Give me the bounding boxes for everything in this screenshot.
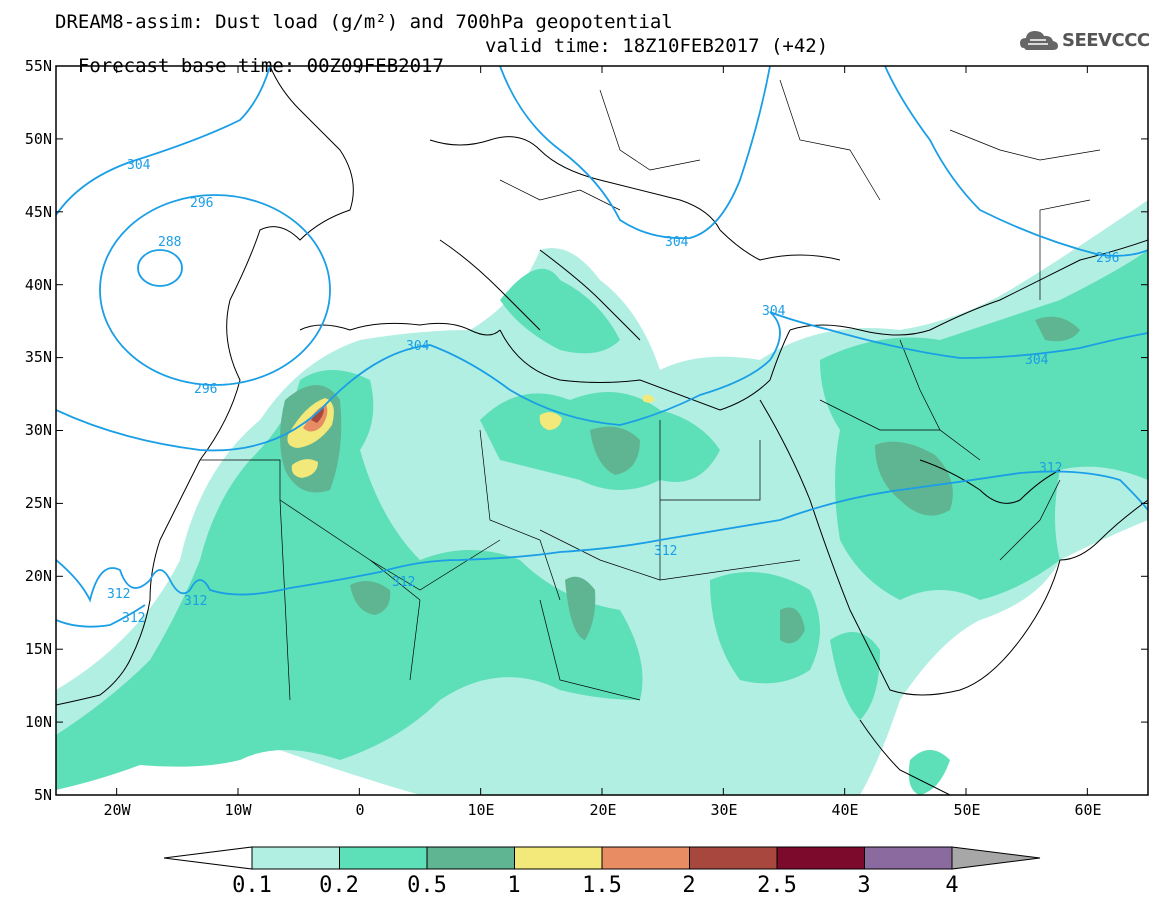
colorbar-box — [689, 846, 778, 870]
lon-label: 50E — [953, 801, 980, 819]
longitude-labels: 20W 10W 0 10E 20E 30E 40E 50E 60E — [103, 801, 1101, 819]
lat-label: 10N — [25, 713, 52, 731]
lat-label: 50N — [25, 130, 52, 148]
lon-label: 10W — [224, 801, 252, 819]
colorbar — [163, 846, 1041, 870]
contour-label: 296 — [190, 196, 213, 211]
colorbar-label: 0.5 — [407, 873, 447, 898]
colorbar-label: 1.5 — [582, 873, 622, 898]
colorbar-label: 0.1 — [232, 873, 272, 898]
logo-text: SEEVCCC — [1062, 30, 1150, 51]
lat-label: 35N — [25, 348, 52, 366]
contour-label: 312 — [184, 594, 207, 609]
lat-label: 15N — [25, 640, 52, 658]
colorbar-box — [776, 846, 865, 870]
contour-label: 304 — [762, 304, 786, 319]
lat-label: 20N — [25, 567, 52, 585]
lat-label: 40N — [25, 276, 52, 294]
contour-label: 312 — [1039, 461, 1062, 476]
map-title: DREAM8-assim: Dust load (g/m²) and 700hP… — [55, 11, 673, 33]
contour-label: 312 — [392, 575, 415, 590]
lon-label: 30E — [710, 801, 737, 819]
lon-label: 0 — [355, 801, 364, 819]
colorbar-label: 0.2 — [319, 873, 359, 898]
colorbar-labels: 0.1 0.2 0.5 1 1.5 2 2.5 3 4 — [232, 873, 959, 898]
colorbar-high-triangle — [951, 846, 1041, 870]
contour-labels: 304 296 288 296 304 304 304 304 296 312 … — [107, 158, 1119, 626]
contour-label: 304 — [1025, 353, 1049, 368]
latitude-labels: 55N 50N 45N 40N 35N 30N 25N 20N 15N 10N … — [25, 57, 52, 804]
lat-label: 45N — [25, 203, 52, 221]
colorbar-label: 2 — [682, 873, 695, 898]
contour-label: 312 — [654, 544, 677, 559]
dust-layer-2 — [311, 408, 324, 423]
lat-label: 55N — [25, 57, 52, 75]
colorbar-box — [339, 846, 428, 870]
valid-time: valid time: 18Z10FEB2017 (+42) — [485, 35, 829, 57]
colorbar-box — [426, 846, 515, 870]
axis-ticks — [56, 65, 1148, 796]
contour-label: 304 — [665, 235, 689, 250]
colorbar-label: 4 — [945, 873, 958, 898]
contour-label: 312 — [122, 611, 145, 626]
lon-label: 20E — [589, 801, 616, 819]
contour-label: 304 — [406, 339, 430, 354]
colorbar-label: 2.5 — [757, 873, 797, 898]
lon-label: 20W — [103, 801, 131, 819]
colorbar-low-triangle — [163, 846, 253, 870]
lon-label: 10E — [467, 801, 494, 819]
contour-label: 288 — [158, 235, 181, 250]
geopotential-contours — [56, 66, 1148, 628]
colorbar-label: 3 — [857, 873, 870, 898]
lon-label: 60E — [1074, 801, 1101, 819]
dust-field — [56, 200, 1148, 795]
colorbar-box — [251, 846, 340, 870]
colorbar-box — [514, 846, 603, 870]
seevccc-logo: SEEVCCC — [1018, 26, 1158, 56]
contour-label: 296 — [1096, 251, 1119, 266]
colorbar-box — [601, 846, 690, 870]
lat-label: 30N — [25, 421, 52, 439]
lat-label: 25N — [25, 494, 52, 512]
contour-label: 296 — [194, 382, 217, 397]
colorbar-box — [864, 846, 953, 870]
contour-label: 312 — [107, 587, 130, 602]
coastlines — [56, 66, 1148, 795]
lon-label: 40E — [831, 801, 858, 819]
contour-label: 304 — [127, 158, 151, 173]
colorbar-boxes — [251, 846, 953, 870]
colorbar-label: 1 — [507, 873, 520, 898]
lat-label: 5N — [34, 786, 52, 804]
cloud-logo-icon — [1020, 31, 1058, 50]
